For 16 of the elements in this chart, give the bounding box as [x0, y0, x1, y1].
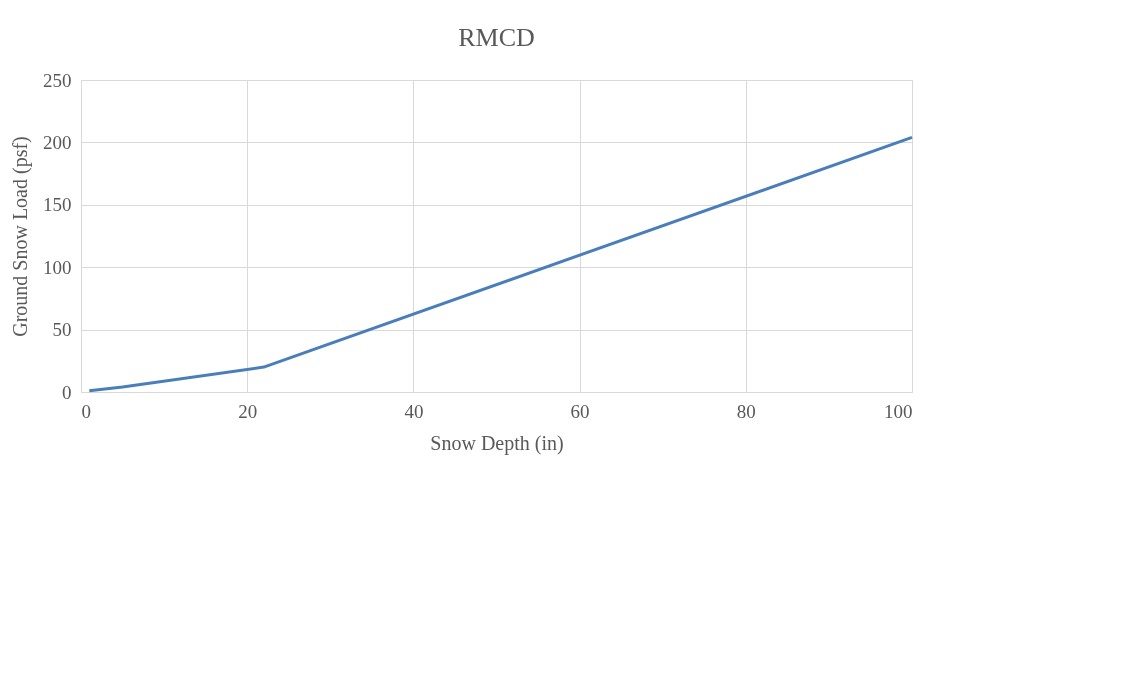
y-tick-label: 50 — [52, 319, 72, 341]
y-axis-title: Ground Snow Load (psf) — [9, 136, 32, 337]
x-tick-label: 40 — [404, 400, 424, 422]
y-tick-label: 150 — [43, 194, 72, 216]
chart-title: RMCD — [458, 23, 535, 52]
line-series — [87, 135, 914, 393]
y-tick-label: 200 — [43, 131, 72, 153]
y-tick-label: 100 — [43, 256, 72, 278]
x-tick-label: 80 — [736, 400, 756, 422]
x-axis-title: Snow Depth (in) — [430, 431, 564, 455]
x-tick-label: 20 — [238, 400, 258, 422]
y-tick-label: 0 — [62, 381, 72, 403]
x-tick-label: 0 — [81, 400, 91, 422]
x-tick-label: 60 — [570, 400, 590, 422]
x-tick-label: 100 — [884, 400, 913, 422]
y-tick-label: 250 — [43, 69, 72, 91]
